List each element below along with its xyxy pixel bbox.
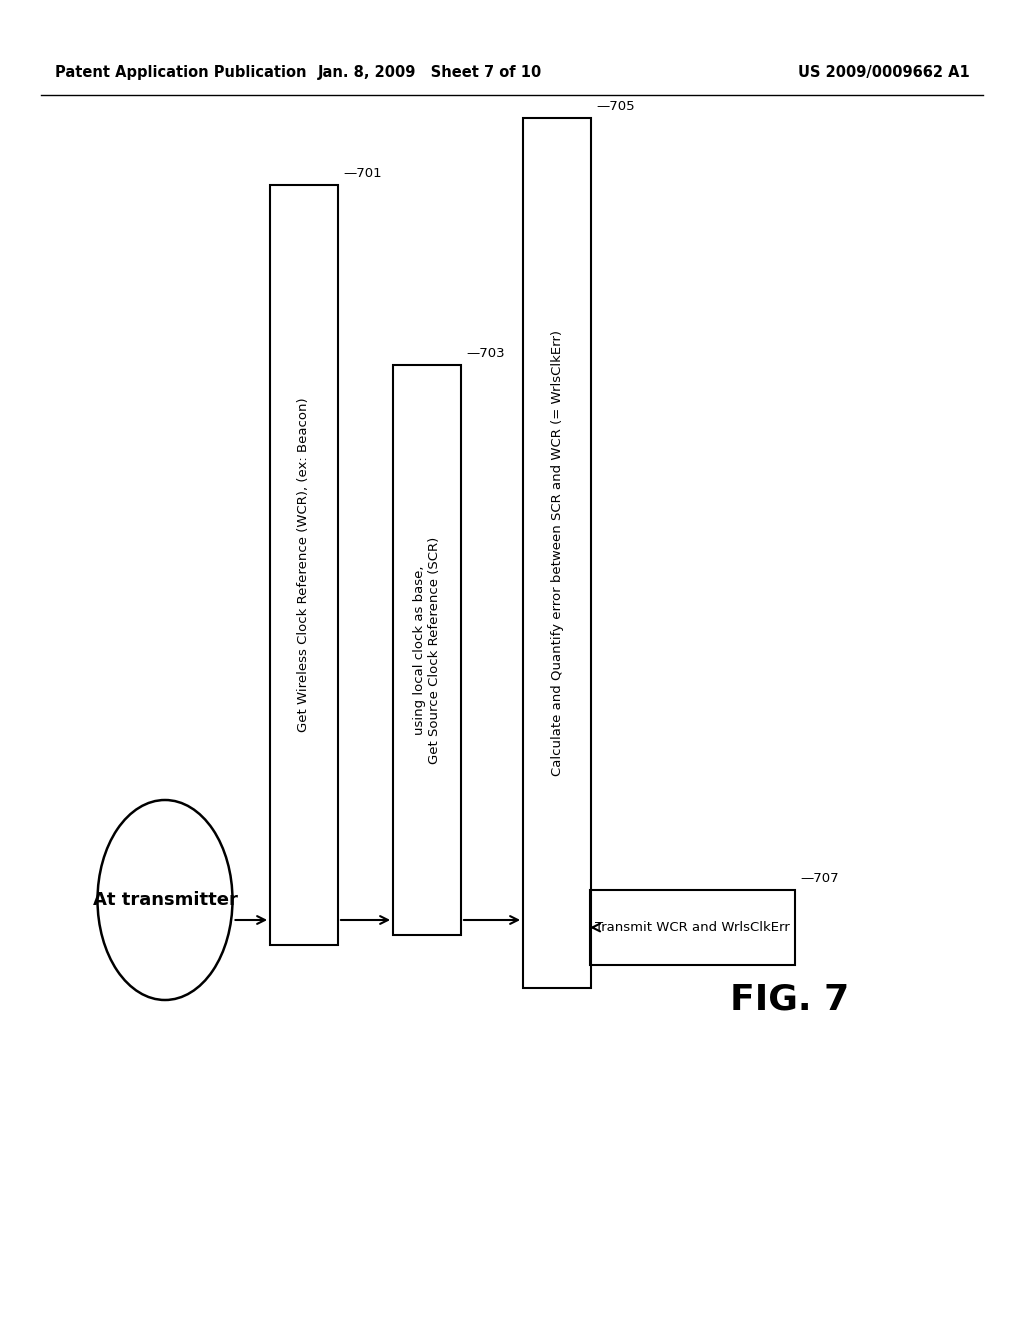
Text: Calculate and Quantify error between SCR and WCR (= WrlsClkErr): Calculate and Quantify error between SCR… [551, 330, 563, 776]
Text: Jan. 8, 2009   Sheet 7 of 10: Jan. 8, 2009 Sheet 7 of 10 [317, 65, 542, 79]
Bar [523, 117, 591, 987]
Text: Patent Application Publication: Patent Application Publication [55, 65, 306, 79]
Bar [270, 185, 338, 945]
Bar [393, 366, 461, 935]
Text: —707: —707 [800, 873, 839, 884]
Text: US 2009/0009662 A1: US 2009/0009662 A1 [799, 65, 970, 79]
Text: —705: —705 [596, 100, 635, 114]
Text: At transmitter: At transmitter [92, 891, 238, 909]
Text: Transmit WCR and WrlsClkErr: Transmit WCR and WrlsClkErr [595, 921, 790, 935]
Text: —701: —701 [343, 168, 382, 180]
Text: —703: —703 [466, 347, 505, 360]
Text: using local clock as base,
Get Source Clock Reference (SCR): using local clock as base, Get Source Cl… [413, 536, 441, 764]
Text: Get Wireless Clock Reference (WCR), (ex: Beacon): Get Wireless Clock Reference (WCR), (ex:… [298, 397, 310, 733]
Text: FIG. 7: FIG. 7 [730, 983, 850, 1016]
Bar [590, 890, 795, 965]
